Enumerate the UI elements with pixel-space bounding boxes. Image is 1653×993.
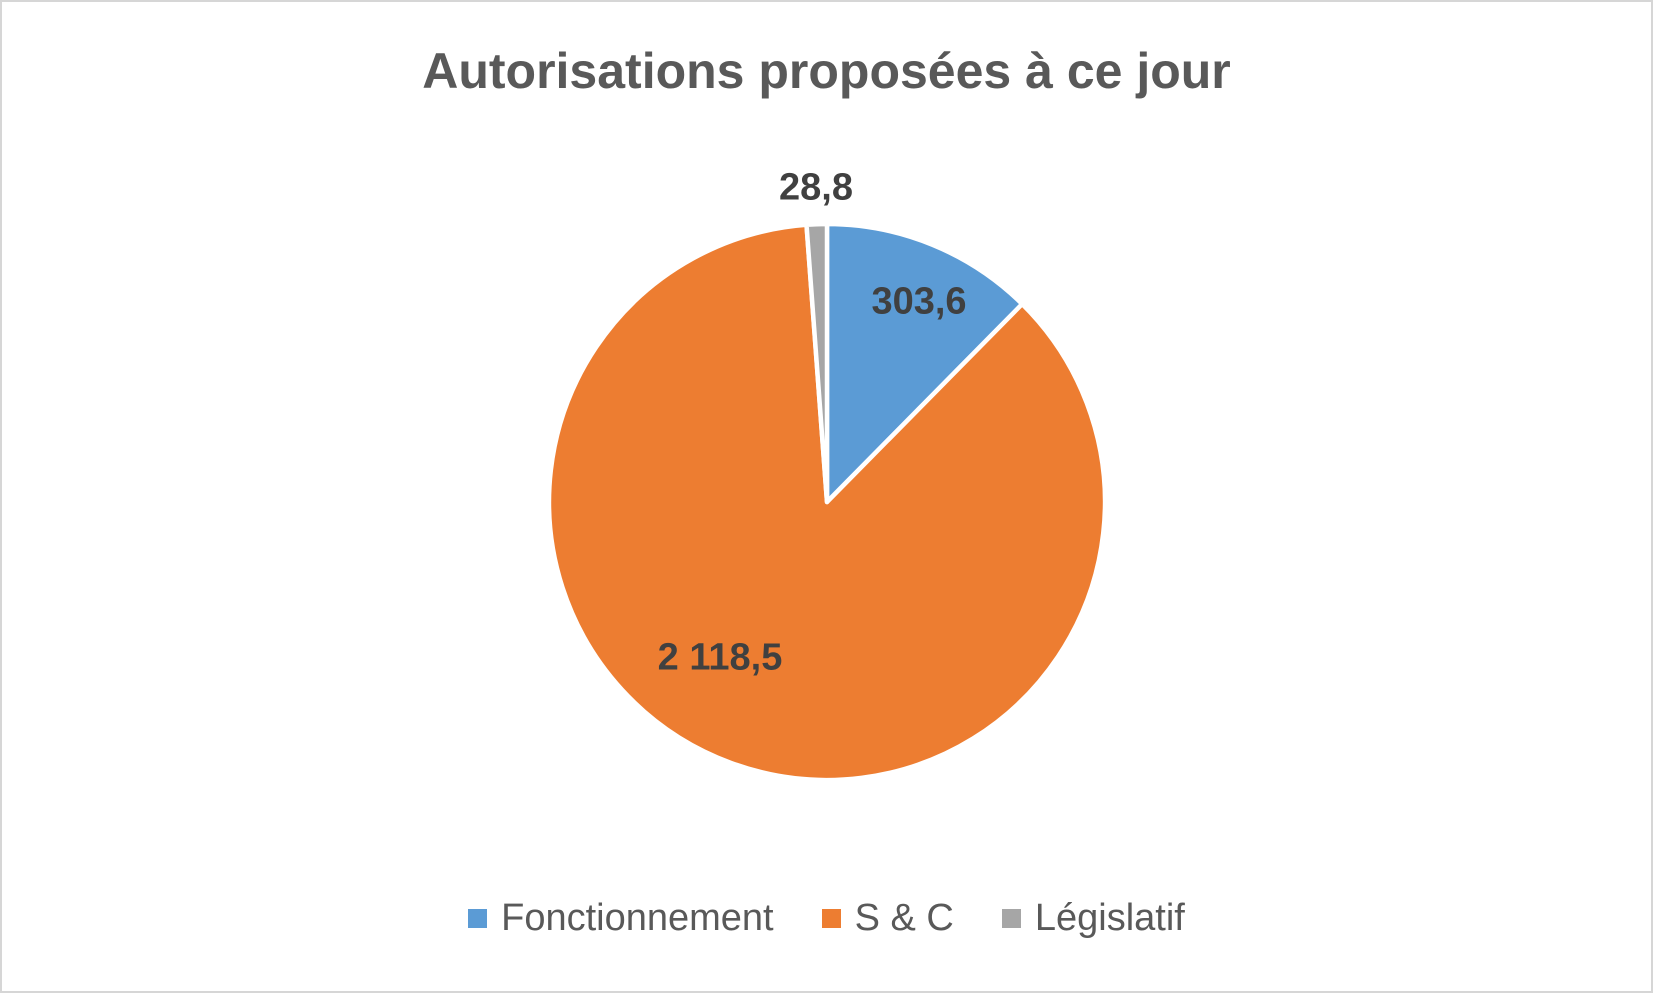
- legend: Fonctionnement S & C Législatif: [2, 897, 1651, 940]
- legend-swatch-s-and-c-icon: [821, 909, 841, 928]
- data-label-legislatif: 28,8: [779, 166, 853, 209]
- legend-item-legislatif: Législatif: [1001, 897, 1185, 940]
- legend-swatch-legislatif-icon: [1001, 909, 1021, 928]
- legend-label-fonctionnement: Fonctionnement: [501, 897, 774, 939]
- chart-title: Autorisations proposées à ce jour: [422, 43, 1231, 99]
- pie-slice-fonctionnement: [824, 221, 1025, 505]
- data-label-fonctionnement: 303,6: [871, 280, 967, 323]
- pie-slice-l-gislatif: [804, 221, 830, 505]
- legend-label-legislatif: Législatif: [1034, 897, 1185, 939]
- legend-swatch-fonctionnement-icon: [468, 909, 488, 928]
- legend-item-fonctionnement: Fonctionnement: [468, 897, 774, 940]
- data-label-s-and-c: 2 118,5: [657, 636, 783, 679]
- legend-label-s-and-c: S & C: [854, 897, 954, 939]
- legend-item-s-and-c: S & C: [821, 897, 954, 940]
